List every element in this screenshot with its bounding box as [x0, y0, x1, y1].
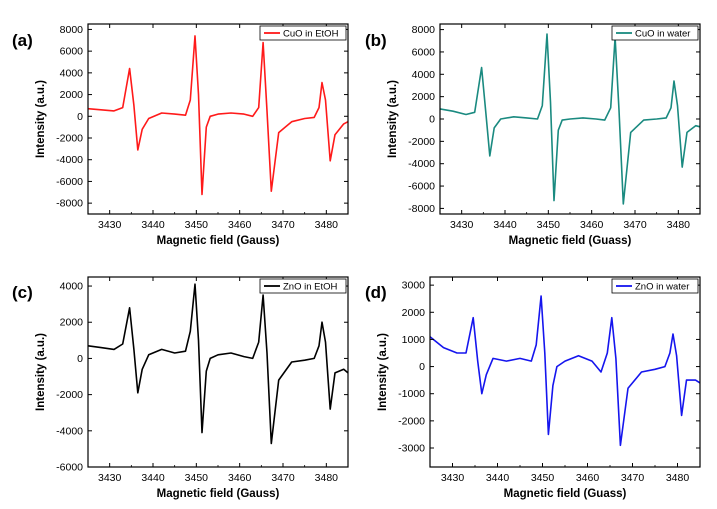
- legend-box: [259, 25, 347, 41]
- x-tick-label: 3430: [441, 472, 465, 484]
- y-axis-label: Intensity (a.u.): [35, 80, 47, 158]
- x-tick-label: 3450: [185, 219, 209, 231]
- y-tick-label: -4000: [408, 158, 435, 170]
- x-tick-label: 3430: [450, 219, 474, 231]
- legend-label: ZnO in EtOH: [283, 282, 338, 293]
- y-tick-label: -6000: [408, 181, 435, 193]
- x-tick-label: 3470: [271, 472, 295, 484]
- y-tick-label: 2000: [412, 91, 436, 103]
- x-tick-label: 3440: [141, 472, 165, 484]
- legend-box: [611, 278, 699, 294]
- y-tick-label: -8000: [56, 198, 83, 210]
- y-tick-label: 2000: [60, 89, 84, 101]
- x-axis-label: Magnetic field (Guass): [509, 235, 632, 247]
- panel-b: (b) 3430 3440 3450 3460 3470 3480 -8000 -6000 -40…: [365, 23, 701, 247]
- y-tick-label: -3000: [398, 443, 425, 455]
- y-tick-label: 3000: [402, 280, 426, 292]
- y-tick-label: -8000: [408, 203, 435, 215]
- y-tick-label: 0: [77, 353, 83, 365]
- x-tick-label: 3480: [666, 472, 690, 484]
- y-axis-label: Intensity (a.u.): [377, 333, 389, 411]
- plot-frame: [429, 276, 701, 468]
- y-tick-label: -2000: [56, 133, 83, 145]
- x-axis-label: Magnetic field (Gauss): [157, 235, 280, 247]
- panel-d: (d) 3430 3440 3450 3460 3470 3480 -3000 -2000 -10…: [365, 276, 701, 500]
- x-tick-label: 3440: [493, 219, 517, 231]
- y-tick-label: -4000: [56, 425, 83, 437]
- series-line: [87, 35, 349, 196]
- y-tick-label: -6000: [56, 176, 83, 188]
- x-tick-label: 3430: [98, 219, 122, 231]
- y-tick-label: -2000: [398, 415, 425, 427]
- y-tick-label: 6000: [60, 46, 84, 58]
- x-tick-label: 3480: [315, 219, 339, 231]
- legend-label: CuO in water: [635, 29, 690, 40]
- y-tick-label: -2000: [408, 136, 435, 148]
- y-tick-label: 4000: [60, 67, 84, 79]
- x-tick-label: 3450: [531, 472, 555, 484]
- series-line: [429, 295, 701, 447]
- y-tick-label: 4000: [60, 281, 84, 293]
- x-tick-label: 3440: [141, 219, 165, 231]
- x-tick-label: 3430: [98, 472, 122, 484]
- y-tick-label: 4000: [412, 69, 436, 81]
- panel-label: (a): [12, 31, 33, 50]
- panel-label: (d): [365, 283, 387, 302]
- x-axis-label: Magnetic field (Guass): [504, 488, 627, 500]
- x-tick-label: 3460: [576, 472, 600, 484]
- x-tick-label: 3450: [185, 472, 209, 484]
- y-tick-label: 0: [419, 361, 425, 373]
- y-tick-label: -6000: [56, 462, 83, 474]
- x-tick-label: 3460: [228, 219, 252, 231]
- y-tick-label: 0: [77, 111, 83, 123]
- legend-box: [611, 25, 699, 41]
- legend-box: [259, 278, 347, 294]
- x-tick-label: 3440: [486, 472, 510, 484]
- y-tick-label: 2000: [402, 307, 426, 319]
- y-tick-label: -1000: [398, 388, 425, 400]
- y-axis-label: Intensity (a.u.): [35, 333, 47, 411]
- series-line: [439, 33, 701, 205]
- x-tick-label: 3480: [667, 219, 691, 231]
- y-tick-label: 0: [429, 114, 435, 126]
- legend-label: CuO in EtOH: [283, 29, 339, 40]
- legend-label: ZnO in water: [635, 282, 689, 293]
- panel-c: (c) 3430 3440 3450 3460 3470 3480 -6000 -4000 -20…: [12, 276, 349, 500]
- x-tick-label: 3470: [623, 219, 647, 231]
- x-tick-label: 3480: [315, 472, 339, 484]
- y-tick-label: 8000: [412, 24, 436, 36]
- y-tick-label: 6000: [412, 46, 436, 58]
- x-tick-label: 3460: [228, 472, 252, 484]
- x-tick-label: 3450: [537, 219, 561, 231]
- panel-label: (c): [12, 283, 33, 302]
- y-tick-label: 8000: [60, 24, 84, 36]
- x-tick-label: 3460: [580, 219, 604, 231]
- plot-frame: [87, 23, 349, 215]
- series-line: [87, 283, 349, 445]
- y-tick-label: -2000: [56, 389, 83, 401]
- y-tick-label: -4000: [56, 154, 83, 166]
- panel-a: (a) 3430 3440 3450 3460 3470 3480 -8000 -6000 -40…: [12, 23, 349, 247]
- x-tick-label: 3470: [621, 472, 645, 484]
- y-tick-label: 1000: [402, 334, 426, 346]
- x-axis-label: Magnetic field (Gauss): [157, 488, 280, 500]
- y-tick-label: 2000: [60, 317, 84, 329]
- panel-label: (b): [365, 31, 387, 50]
- y-axis-label: Intensity (a.u.): [387, 80, 399, 158]
- plot-frame: [87, 276, 349, 468]
- x-tick-label: 3470: [271, 219, 295, 231]
